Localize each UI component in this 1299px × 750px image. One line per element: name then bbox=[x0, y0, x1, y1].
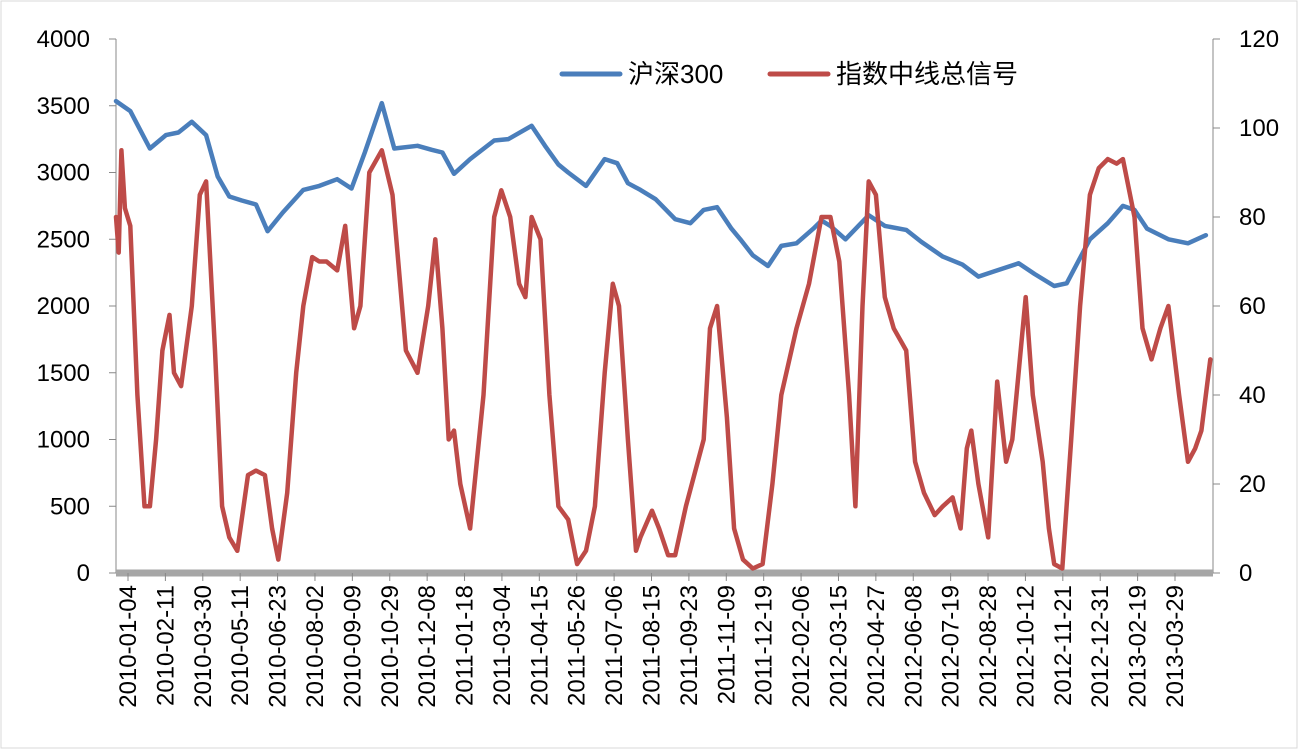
series-layer bbox=[113, 98, 1213, 571]
x-tick-label: 2010-12-08 bbox=[414, 585, 441, 708]
y-right-tick-label: 100 bbox=[1239, 115, 1279, 142]
y-left-tick-label: 2000 bbox=[37, 293, 90, 320]
x-tick-label: 2011-08-15 bbox=[639, 585, 666, 706]
x-tick-label: 2011-07-06 bbox=[601, 585, 628, 706]
x-tick-label: 2011-01-18 bbox=[452, 585, 479, 706]
legend-label-signal: 指数中线总信号 bbox=[836, 59, 1018, 89]
x-tick-label: 2011-11-09 bbox=[713, 585, 740, 704]
x-tick-label: 2010-01-04 bbox=[115, 585, 142, 708]
y-left-tick-label: 0 bbox=[77, 560, 90, 587]
x-tick-label: 2012-04-27 bbox=[863, 585, 890, 708]
x-tick-label: 2012-02-06 bbox=[788, 585, 815, 708]
axes-layer: 0 500 1000 1500 2000 2500 3000 3500 4000 0 20 40 60 8… bbox=[37, 26, 1279, 708]
y-right-tick-label: 20 bbox=[1239, 471, 1266, 498]
x-tick-label: 2011-09-23 bbox=[676, 585, 703, 706]
legend-label-hs300: 沪深300 bbox=[628, 59, 723, 89]
x-tick-label: 2010-08-02 bbox=[302, 585, 329, 708]
series-line-signal bbox=[113, 148, 1213, 571]
y-right-tick-label: 80 bbox=[1239, 204, 1266, 231]
x-tick-label: 2010-10-29 bbox=[377, 585, 404, 708]
y-left-tick-label: 3000 bbox=[37, 160, 90, 187]
y-right-tick-label: 0 bbox=[1239, 560, 1252, 587]
y-left-tick-label: 4000 bbox=[37, 26, 90, 53]
y-left-tick-label: 2500 bbox=[37, 226, 90, 253]
x-tick-label: 2011-04-15 bbox=[526, 585, 553, 706]
x-tick-label: 2011-12-19 bbox=[751, 585, 778, 706]
y-left-tick-label: 500 bbox=[50, 493, 90, 520]
y-left-tick-label: 1000 bbox=[37, 427, 90, 454]
x-tick-label: 2013-02-19 bbox=[1125, 585, 1152, 708]
x-tick-label: 2010-06-23 bbox=[265, 585, 292, 708]
x-tick-label: 2010-05-11 bbox=[227, 585, 254, 706]
series-line-hs300 bbox=[113, 98, 1209, 289]
x-tick-label: 2010-02-11 bbox=[152, 585, 179, 706]
x-tick-label: 2012-06-08 bbox=[900, 585, 927, 708]
y-right-tick-label: 120 bbox=[1239, 26, 1279, 53]
y-right-tick-label: 40 bbox=[1239, 382, 1266, 409]
x-tick-label: 2012-11-21 bbox=[1050, 585, 1077, 706]
x-tick-label: 2012-03-15 bbox=[825, 585, 852, 708]
x-tick-label: 2011-03-04 bbox=[489, 585, 516, 706]
y-right-tick-label: 60 bbox=[1239, 293, 1266, 320]
y-left-tick-label: 3500 bbox=[37, 93, 90, 120]
x-tick-label: 2011-05-26 bbox=[564, 585, 591, 706]
y-left-tick-label: 1500 bbox=[37, 360, 90, 387]
x-tick-label: 2010-03-30 bbox=[190, 585, 217, 708]
legend: 沪深300 指数中线总信号 bbox=[559, 59, 1018, 89]
x-tick-label: 2013-03-29 bbox=[1162, 585, 1189, 708]
x-tick-label: 2012-08-28 bbox=[975, 585, 1002, 708]
x-tick-label: 2012-10-12 bbox=[1012, 585, 1039, 708]
x-tick-label: 2010-09-09 bbox=[339, 585, 366, 708]
x-tick-label: 2012-12-31 bbox=[1087, 585, 1114, 708]
x-tick-label: 2012-07-19 bbox=[938, 585, 965, 708]
